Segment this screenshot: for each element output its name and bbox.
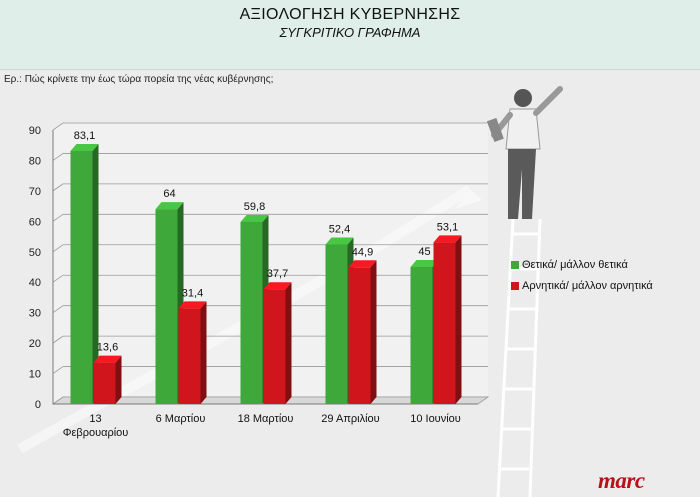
marc-logo: marc (598, 468, 645, 493)
y-tick-label: 70 (29, 186, 41, 198)
data-label: 53,1 (437, 221, 458, 233)
y-tick-label: 10 (29, 369, 41, 381)
x-tick-label: Φεβρουαρίου (63, 427, 129, 439)
bar-top-negative (433, 235, 462, 243)
bar-top-positive (325, 237, 354, 245)
bar-side-negative (115, 355, 122, 404)
legend-swatch-negative (511, 282, 519, 290)
gridline-depth-30 (52, 305, 64, 313)
bar-top-negative (263, 282, 292, 290)
bar-negative (178, 308, 201, 404)
data-label: 13,6 (97, 342, 118, 354)
bar-top-negative (93, 355, 122, 363)
x-tick-label: 6 Μαρτίου (156, 413, 206, 425)
data-label: 37,7 (267, 268, 288, 280)
bar-negative (348, 267, 371, 404)
bar-side-negative (370, 260, 377, 404)
gridline-depth-20 (52, 335, 64, 344)
legend-label-negative: Αρνητικά/ μάλλον αρνητικά (522, 280, 653, 292)
y-tick-label: 40 (29, 277, 41, 289)
bar-top-positive (240, 214, 269, 222)
gridline-depth-90 (52, 122, 64, 131)
x-tick-label: 29 Απριλίου (321, 413, 379, 425)
legend-swatch-positive (511, 261, 519, 269)
bar-positive (70, 151, 93, 404)
legend-item-negative: Αρνητικά/ μάλλον αρνητικά (511, 277, 653, 295)
bar-positive (325, 244, 348, 404)
data-label: 45 (418, 246, 430, 258)
bar-top-negative (348, 260, 377, 268)
gridline-depth-10 (52, 366, 64, 374)
data-label: 31,4 (182, 287, 203, 299)
climbing-man-illustration (486, 86, 563, 219)
y-tick-label: 80 (29, 155, 41, 167)
y-tick-label: 0 (35, 399, 41, 411)
data-label: 52,4 (329, 223, 350, 235)
bar-negative (93, 362, 116, 404)
y-tick-label: 60 (29, 216, 41, 228)
page-title: ΑΞΙΟΛΟΓΗΣΗ ΚΥΒΕΡΝΗΣΗΣ (239, 6, 461, 23)
bar-side-negative (200, 301, 207, 404)
y-tick-label: 30 (29, 308, 41, 320)
bar-negative (263, 289, 286, 404)
gridline-depth-50 (52, 244, 64, 253)
background-decoration (17, 86, 563, 497)
gridline-depth-80 (52, 153, 64, 161)
data-label: 44,9 (352, 246, 373, 258)
bar-positive (240, 221, 263, 404)
chart-legend: Θετικά/ μάλλον θετικά Αρνητικά/ μάλλον α… (511, 256, 653, 298)
x-tick-label: 18 Μαρτίου (238, 413, 294, 425)
page-subtitle: ΣΥΓΚΡΙΤΙΚΟ ΓΡΑΦΗΜΑ (279, 25, 421, 40)
y-tick-label: 20 (29, 338, 41, 350)
bar-side-negative (455, 235, 462, 404)
bar-top-negative (178, 301, 207, 309)
x-tick-label: 13 (89, 413, 101, 425)
bar-side-negative (285, 282, 292, 404)
gridline-depth-40 (52, 274, 64, 283)
bar-positive (155, 209, 178, 404)
bar-positive (410, 267, 433, 404)
gridline-depth-70 (52, 183, 64, 192)
bar-top-positive (155, 202, 184, 210)
header-banner: ΑΞΙΟΛΟΓΗΣΗ ΚΥΒΕΡΝΗΣΗΣ ΣΥΓΚΡΙΤΙΚΟ ΓΡΑΦΗΜΑ (0, 0, 700, 70)
data-label: 83,1 (74, 130, 95, 142)
legend-label-positive: Θετικά/ μάλλον θετικά (522, 259, 628, 271)
bar-top-positive (410, 260, 439, 267)
bar-side-positive (92, 144, 99, 405)
x-tick-label: 10 Ιουνίου (410, 413, 461, 425)
survey-question: Ερ.: Πώς κρίνετε την έως τώρα πορεία της… (4, 74, 274, 85)
bar-top-positive (70, 144, 99, 152)
legend-item-positive: Θετικά/ μάλλον θετικά (511, 256, 653, 274)
y-tick-label: 90 (29, 125, 41, 137)
data-label: 59,8 (244, 201, 265, 213)
y-tick-label: 50 (29, 247, 41, 259)
data-label: 64 (163, 188, 175, 200)
gridline-depth-60 (52, 214, 64, 222)
bar-negative (433, 242, 456, 404)
